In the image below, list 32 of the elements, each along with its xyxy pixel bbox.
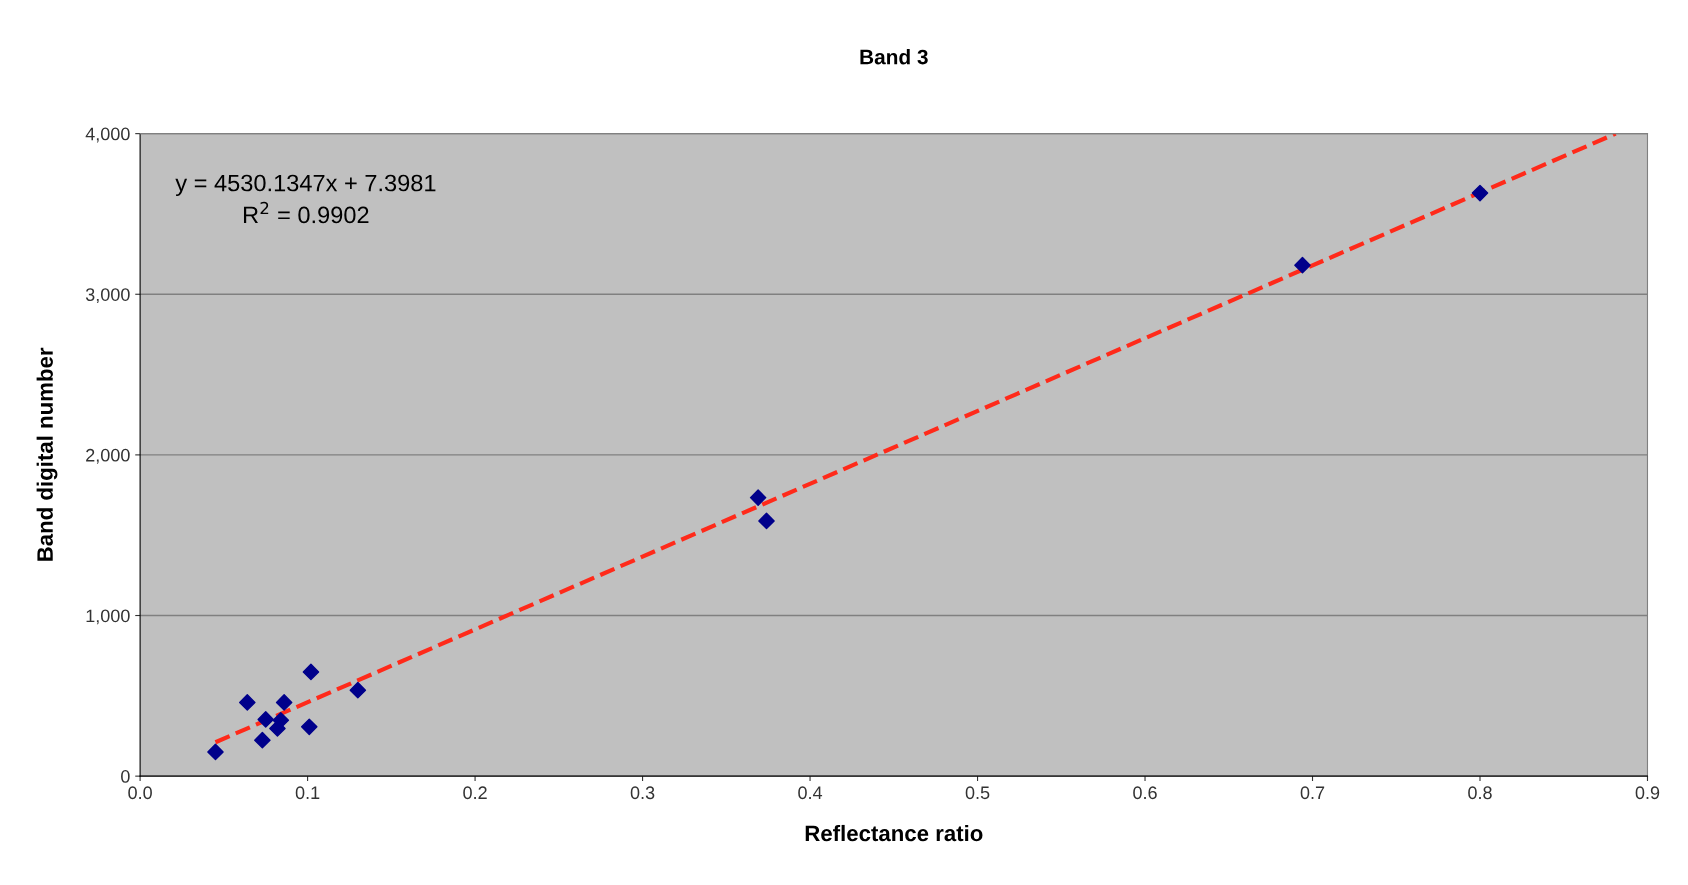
point (1294, 256, 1311, 274)
x-tick-label: 0.9 (1635, 786, 1660, 800)
y-tick-label: 4,000 (85, 127, 130, 143)
x-tick-label: 0.7 (1300, 786, 1325, 800)
point (238, 694, 256, 711)
point (302, 663, 320, 681)
point (1471, 184, 1489, 202)
y-axis-title: Band digital number (36, 347, 58, 561)
x-tick-label: 0.0 (128, 786, 152, 800)
x-tick-label: 0.3 (630, 786, 655, 800)
point (257, 711, 275, 728)
x-tick-label: 0.1 (295, 786, 320, 800)
x-tick-label: 0.8 (1468, 786, 1492, 800)
point (207, 743, 224, 761)
y-tick-label: 1,000 (86, 609, 130, 625)
annotation: R$^{2}$ = 0.9902 (243, 201, 369, 224)
point (254, 731, 271, 749)
x-tick-label: 0.2 (463, 786, 487, 800)
x-tick-label: 0.6 (1133, 786, 1157, 800)
point (758, 512, 775, 530)
point (275, 694, 293, 711)
y-tick-label: 0 (121, 770, 130, 783)
x-axis-title: Reflectance ratio (805, 824, 983, 842)
x-tick-label: 0.5 (965, 786, 990, 800)
chart-title: Band 3 (860, 49, 928, 65)
point (349, 681, 367, 699)
point (300, 718, 318, 736)
point (749, 489, 767, 506)
annotation: y = 4530.1347x + 7.3981 (175, 174, 436, 197)
y-tick-label: 2,000 (86, 448, 130, 464)
x-tick-label: 0.4 (798, 786, 823, 800)
y-tick-label: 3,000 (85, 288, 130, 304)
